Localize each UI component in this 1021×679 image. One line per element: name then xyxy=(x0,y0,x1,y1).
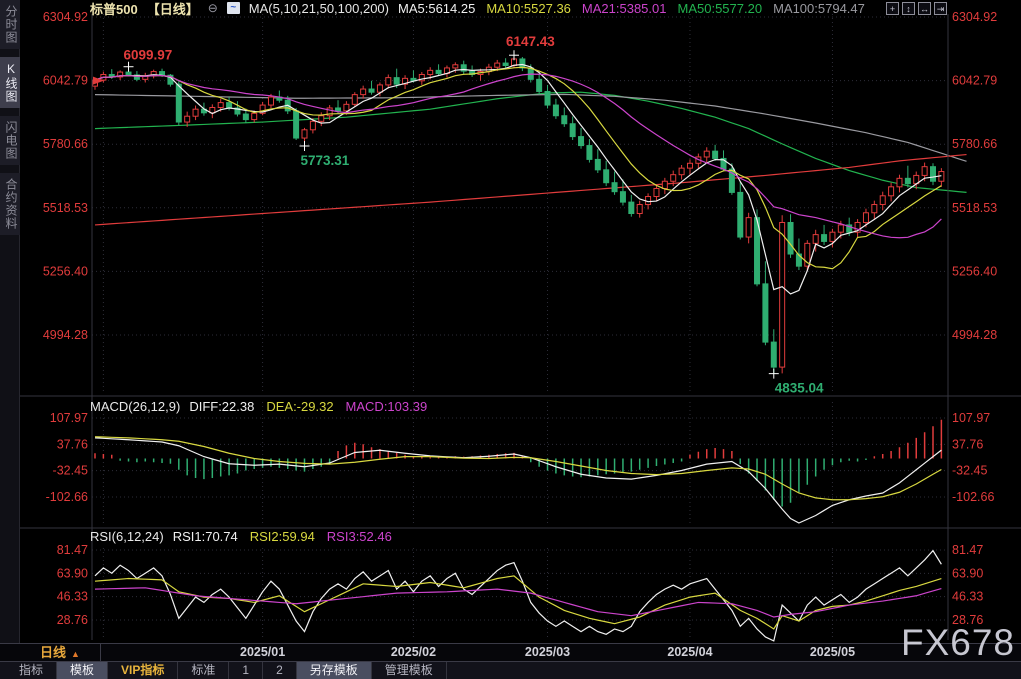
axis-label: 6042.79 xyxy=(43,74,88,88)
line-MA10 xyxy=(94,66,942,270)
candlestick-layer xyxy=(92,55,945,374)
tab-VIP指标[interactable]: VIP指标 xyxy=(108,662,179,679)
month-label-2025/04: 2025/04 xyxy=(667,645,713,659)
axis-label: 28.76 xyxy=(57,613,88,627)
caret-up-icon: ▲ xyxy=(71,649,80,659)
axis-label: 5256.40 xyxy=(952,264,997,278)
axis-labels: 6304.92 6304.92 6042.79 6042.79 5780.66 5780.… xyxy=(43,10,997,627)
annotation-5773.31: 5773.31 xyxy=(301,153,350,168)
overlay-MA50 xyxy=(94,91,967,193)
axis-label: 6304.92 xyxy=(952,10,997,24)
x-axis-scale-icon[interactable]: ↔ xyxy=(918,2,931,15)
bottom-toolbar: 指标 模板 VIP指标 标准 1 2 另存模板 管理模板 xyxy=(0,661,1021,679)
annotation-4835.04: 4835.04 xyxy=(775,381,824,396)
axis-label: 81.47 xyxy=(952,543,983,557)
axis-label: -32.45 xyxy=(53,464,88,478)
ma-lines xyxy=(94,63,942,295)
month-label-2025/03: 2025/03 xyxy=(524,645,571,659)
axis-label: 37.76 xyxy=(57,437,88,451)
axis-label: 5518.53 xyxy=(43,201,88,215)
detach-window-icon[interactable]: ⇥ xyxy=(934,2,947,15)
annotation-6099.97: 6099.97 xyxy=(124,48,173,63)
month-label-2025/05: 2025/05 xyxy=(809,645,856,659)
tab-另存模板[interactable]: 另存模板 xyxy=(296,662,372,679)
axis-label: 5518.53 xyxy=(952,201,997,215)
chart-toolbar-icons: + ↕ ↔ ⇥ xyxy=(886,2,947,15)
sidebar-item-2[interactable]: 闪电图 xyxy=(0,116,20,165)
rsi-panel xyxy=(94,549,942,642)
annotation-6147.43: 6147.43 xyxy=(506,34,555,49)
month-label-2025/02: 2025/02 xyxy=(390,645,437,659)
price-marker xyxy=(93,76,104,85)
macd-diff-line xyxy=(94,437,942,524)
sidebar-item-3[interactable]: 合约资料 xyxy=(0,173,20,235)
ma-overlay-lines xyxy=(94,91,967,226)
line-MA21 xyxy=(94,73,942,239)
axis-label: -102.66 xyxy=(46,490,88,504)
chart-area: 6099.97 6147.43 5773.31 4835.04 6304.92 6304.… xyxy=(20,0,1021,643)
period-selector[interactable]: 日线 ▲ xyxy=(20,644,101,661)
sidebar: 分时图 K线图闪电图合约资料 xyxy=(0,0,20,643)
axis-label: 4994.28 xyxy=(952,328,997,342)
tab-2[interactable]: 2 xyxy=(263,662,297,679)
axis-label: 5780.66 xyxy=(952,137,997,151)
axis-label: 63.90 xyxy=(952,566,983,580)
axis-label: 6304.92 xyxy=(43,10,88,24)
month-label-2025/01: 2025/01 xyxy=(240,645,286,659)
axis-label: 37.76 xyxy=(952,437,983,451)
axis-label: 46.33 xyxy=(57,590,88,604)
axis-label: 28.76 xyxy=(952,613,983,627)
axis-label: 107.97 xyxy=(50,411,88,425)
tab-1[interactable]: 1 xyxy=(229,662,264,679)
axis-label: 46.33 xyxy=(952,590,983,604)
period-label: 日线 xyxy=(40,645,67,660)
price-marker-arrow-icon xyxy=(93,76,104,85)
axis-label: 4994.28 xyxy=(43,328,88,342)
tab-管理模板[interactable]: 管理模板 xyxy=(372,662,447,679)
rsi2-line xyxy=(94,575,942,630)
y-axis-scale-icon[interactable]: ↕ xyxy=(902,2,915,15)
axis-label: 81.47 xyxy=(57,543,88,557)
panel-frame xyxy=(20,14,1021,640)
macd-dea-line xyxy=(94,436,942,501)
axis-label: 63.90 xyxy=(57,566,88,580)
axis-label: -32.45 xyxy=(952,464,987,478)
crosshair-icon[interactable]: + xyxy=(886,2,899,15)
tab-模板[interactable]: 模板 xyxy=(57,662,109,679)
tab-标准[interactable]: 标准 xyxy=(178,662,230,679)
overlay-MA100 xyxy=(94,93,967,162)
axis-label: 107.97 xyxy=(952,411,990,425)
sidebar-item-1[interactable]: K线图 xyxy=(0,57,20,108)
axis-label: 5780.66 xyxy=(43,137,88,151)
price-annotations: 6099.97 6147.43 5773.31 4835.04 xyxy=(123,34,824,396)
axis-label: -102.66 xyxy=(952,490,994,504)
sidebar-item-0[interactable]: 分时图 xyxy=(0,0,20,49)
rsi1-line xyxy=(94,549,942,642)
axis-label: 6042.79 xyxy=(952,74,997,88)
axis-label: 5256.40 xyxy=(43,264,88,278)
rsi3-line xyxy=(94,587,942,618)
line-MA5 xyxy=(94,63,942,295)
tab-指标[interactable]: 指标 xyxy=(6,662,58,679)
macd-panel xyxy=(94,419,943,524)
gridlines xyxy=(92,14,948,640)
time-axis-row: 日线 ▲ 2025/01 2025/02 2025/03 2025/04 2025/05 xyxy=(0,643,1021,661)
overlay-MA200 xyxy=(94,153,967,226)
